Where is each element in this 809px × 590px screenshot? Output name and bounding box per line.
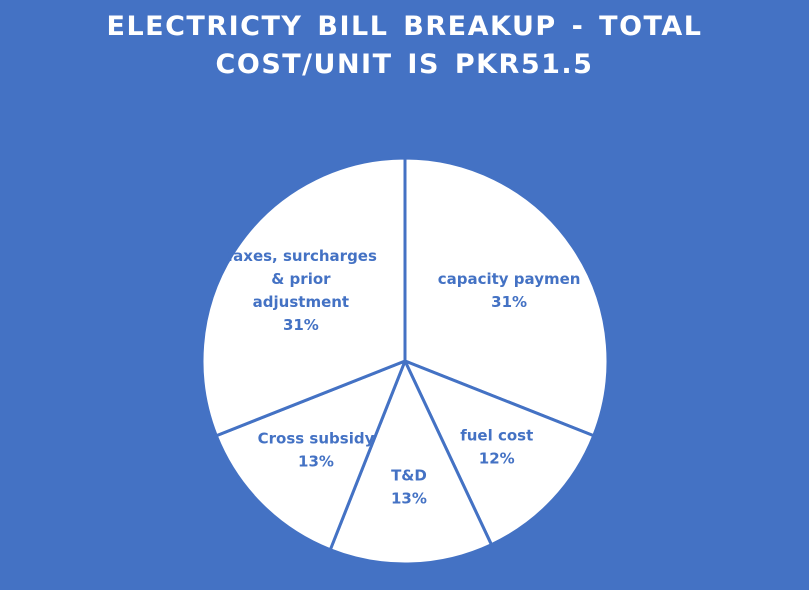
slice-category-label-1: fuel cost bbox=[460, 427, 533, 445]
slice-label-4: Taxes, surcharges & prior adjustment 31% bbox=[225, 247, 377, 334]
chart-title: ELECTRICTY BILL BREAKUP - TOTAL COST/UNI… bbox=[0, 8, 809, 84]
chart-title-line-1: ELECTRICTY BILL BREAKUP - TOTAL bbox=[106, 11, 703, 42]
slice-label-3: Cross subsidy 13% bbox=[258, 429, 375, 470]
pie-slice-1 bbox=[403, 359, 596, 547]
slice-category-label-0: capacity paymen bbox=[438, 270, 581, 288]
slice-label-1: fuel cost 12% bbox=[460, 427, 533, 468]
slice-category-label-4: Taxes, surcharges bbox=[225, 247, 377, 265]
pie-slice-2 bbox=[328, 359, 493, 566]
slice-label-0: capacity paymen 31% bbox=[438, 270, 581, 311]
slice-category-label-2: T&D bbox=[391, 466, 427, 484]
pie-slice-4 bbox=[200, 156, 407, 438]
slice-category-label-3: Cross subsidy bbox=[258, 429, 375, 447]
slice-value-label-1: 12% bbox=[479, 450, 515, 468]
pie-slice-3 bbox=[214, 359, 407, 552]
slice-value-label-0: 31% bbox=[491, 293, 527, 311]
slice-label-2: T&D 13% bbox=[391, 466, 427, 507]
slice-category-label-4: adjustment bbox=[253, 293, 349, 311]
slice-value-label-2: 13% bbox=[391, 489, 427, 507]
slice-value-label-3: 13% bbox=[298, 452, 334, 470]
slice-category-label-4: & prior bbox=[271, 270, 331, 288]
chart-title-line-2: COST/UNIT IS PKR51.5 bbox=[215, 49, 594, 80]
slice-value-label-4: 31% bbox=[283, 316, 319, 334]
pie-slice-0 bbox=[403, 156, 610, 438]
